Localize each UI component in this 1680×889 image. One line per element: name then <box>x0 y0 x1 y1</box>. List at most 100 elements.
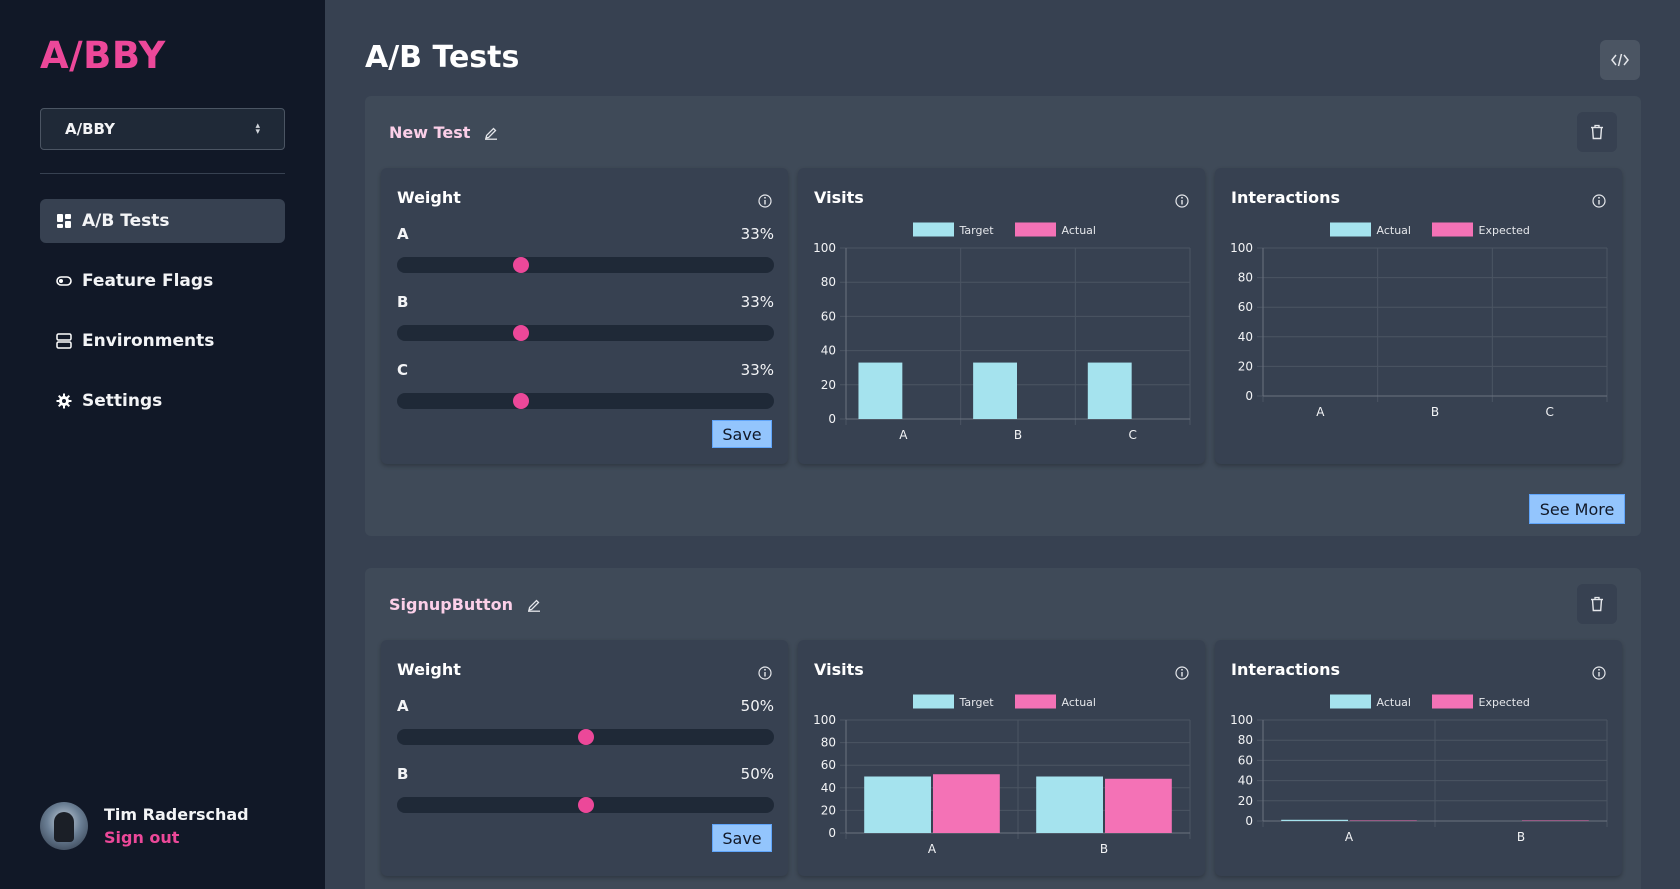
user-profile: Tim Raderschad Sign out <box>40 802 249 850</box>
legend-swatch <box>1330 222 1371 237</box>
trash-icon <box>1590 596 1604 612</box>
see-more-button[interactable]: See More <box>1529 494 1625 524</box>
info-icon[interactable] <box>1175 194 1189 208</box>
x-tick-label: B <box>1431 405 1439 419</box>
weight-slider[interactable] <box>397 393 774 409</box>
bar <box>1350 820 1417 821</box>
y-tick-label: 0 <box>1245 389 1253 403</box>
x-tick-label: B <box>1517 830 1525 844</box>
dashboard-icon <box>56 213 72 229</box>
y-tick-label: 100 <box>813 713 836 727</box>
panel-title: Weight <box>397 188 461 207</box>
legend-swatch <box>1432 222 1473 237</box>
weight-slider[interactable] <box>397 325 774 341</box>
toggle-icon <box>56 273 72 289</box>
x-tick-label: B <box>1014 428 1022 442</box>
variant-percent: 33% <box>740 225 774 243</box>
panel-title: Visits <box>814 660 864 679</box>
panel-title: Interactions <box>1231 660 1341 679</box>
interactions-chart: Actual Expected 0 20 40 60 80 100 A B C <box>1230 222 1608 419</box>
variant-label: A <box>397 697 409 715</box>
weight-slider[interactable] <box>397 797 774 813</box>
legend-label: Actual <box>1062 224 1096 237</box>
bar <box>973 362 1017 419</box>
slider-thumb[interactable] <box>577 729 594 745</box>
variant-percent: 50% <box>740 697 774 715</box>
code-button[interactable] <box>1600 40 1640 80</box>
info-icon[interactable] <box>758 666 772 680</box>
y-tick-label: 40 <box>821 781 836 795</box>
code-icon <box>1611 53 1629 67</box>
legend-swatch <box>1015 694 1056 709</box>
legend-swatch <box>1015 222 1056 237</box>
test-name: New Test <box>389 123 471 142</box>
y-tick-label: 20 <box>821 378 836 392</box>
y-tick-label: 40 <box>821 344 836 358</box>
bar <box>1036 776 1103 833</box>
weight-slider[interactable] <box>397 729 774 745</box>
app-logo[interactable]: A/BBY <box>40 34 166 77</box>
visits-panel: Visits Target Actual 0 20 40 60 80 100 A B C <box>798 168 1205 464</box>
gear-icon <box>56 393 72 409</box>
sidebar-nav: A/B Tests Feature Flags Environments Set… <box>40 199 285 439</box>
legend-label: Actual <box>1377 224 1411 237</box>
bar <box>1522 820 1589 821</box>
legend-label: Target <box>959 224 995 237</box>
panel-title: Visits <box>814 188 864 207</box>
sidebar-item-feature-flags[interactable]: Feature Flags <box>40 259 285 303</box>
variant-percent: 50% <box>740 765 774 783</box>
pencil-icon[interactable] <box>484 126 498 140</box>
project-select[interactable]: A/BBY ▴ ▾ <box>40 108 285 150</box>
y-tick-label: 0 <box>1245 814 1253 828</box>
panel-title: Weight <box>397 660 461 679</box>
server-icon <box>56 333 72 349</box>
user-name: Tim Raderschad <box>104 805 249 824</box>
variant-label: A <box>397 225 409 243</box>
sign-out-link[interactable]: Sign out <box>104 828 180 847</box>
interactions-panel: Interactions Actual Expected 0 20 40 60 80 100 A… <box>1215 640 1622 876</box>
y-tick-label: 0 <box>828 826 836 840</box>
sidebar-item-ab-tests[interactable]: A/B Tests <box>40 199 285 243</box>
slider-thumb[interactable] <box>513 393 530 409</box>
info-icon[interactable] <box>758 194 772 208</box>
y-tick-label: 0 <box>828 412 836 426</box>
y-tick-label: 60 <box>1238 753 1253 767</box>
bar <box>1087 362 1132 419</box>
weight-panel: Weight A 33% B 33% C 33% Save <box>381 168 788 464</box>
legend-swatch <box>913 222 954 237</box>
avatar <box>40 802 88 850</box>
variant-label: B <box>397 293 409 311</box>
y-tick-label: 80 <box>821 736 836 750</box>
slider-thumb[interactable] <box>513 325 530 341</box>
slider-thumb[interactable] <box>513 257 530 273</box>
slider-thumb[interactable] <box>577 797 594 813</box>
test-name: SignupButton <box>389 595 513 614</box>
weight-slider[interactable] <box>397 257 774 273</box>
info-icon[interactable] <box>1175 666 1189 680</box>
y-tick-label: 20 <box>1238 794 1253 808</box>
info-icon[interactable] <box>1592 666 1606 680</box>
y-tick-label: 80 <box>1238 733 1253 747</box>
info-icon[interactable] <box>1592 194 1606 208</box>
variant-label: C <box>397 361 409 379</box>
bar <box>1281 819 1348 821</box>
y-tick-label: 80 <box>821 275 836 289</box>
y-tick-label: 20 <box>1238 359 1253 373</box>
sidebar-item-label: Environments <box>82 331 215 351</box>
y-tick-label: 40 <box>1238 774 1253 788</box>
legend-swatch <box>1330 694 1371 709</box>
legend-swatch <box>1432 694 1473 709</box>
x-tick-label: C <box>1128 428 1136 442</box>
delete-test-button[interactable] <box>1577 584 1617 624</box>
sidebar-item-label: A/B Tests <box>82 211 170 231</box>
save-weights-button[interactable]: Save <box>712 824 772 852</box>
legend-label: Actual <box>1377 696 1411 709</box>
variant-percent: 33% <box>740 361 774 379</box>
save-weights-button[interactable]: Save <box>712 420 772 448</box>
legend-label: Target <box>959 696 995 709</box>
delete-test-button[interactable] <box>1577 112 1617 152</box>
pencil-icon[interactable] <box>527 598 541 612</box>
sidebar-item-environments[interactable]: Environments <box>40 319 285 363</box>
sidebar-item-settings[interactable]: Settings <box>40 379 285 423</box>
legend-swatch <box>913 694 954 709</box>
